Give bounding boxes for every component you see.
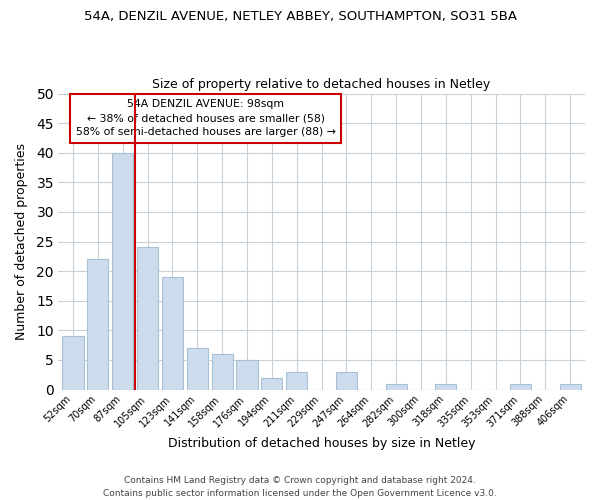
Bar <box>435 384 457 390</box>
Text: Contains HM Land Registry data © Crown copyright and database right 2024.
Contai: Contains HM Land Registry data © Crown c… <box>103 476 497 498</box>
Bar <box>510 384 531 390</box>
Bar <box>187 348 208 390</box>
Bar <box>336 372 357 390</box>
Bar <box>88 260 109 390</box>
Text: 54A, DENZIL AVENUE, NETLEY ABBEY, SOUTHAMPTON, SO31 5BA: 54A, DENZIL AVENUE, NETLEY ABBEY, SOUTHA… <box>83 10 517 23</box>
Y-axis label: Number of detached properties: Number of detached properties <box>15 143 28 340</box>
Bar <box>560 384 581 390</box>
Bar <box>236 360 257 390</box>
Bar <box>261 378 283 390</box>
Bar <box>137 248 158 390</box>
Bar <box>286 372 307 390</box>
X-axis label: Distribution of detached houses by size in Netley: Distribution of detached houses by size … <box>168 437 475 450</box>
Bar <box>386 384 407 390</box>
Text: 54A DENZIL AVENUE: 98sqm
← 38% of detached houses are smaller (58)
58% of semi-d: 54A DENZIL AVENUE: 98sqm ← 38% of detach… <box>76 100 335 138</box>
Bar <box>162 277 183 390</box>
Bar <box>112 153 133 390</box>
Bar <box>62 336 83 390</box>
Bar <box>212 354 233 390</box>
Title: Size of property relative to detached houses in Netley: Size of property relative to detached ho… <box>152 78 491 91</box>
